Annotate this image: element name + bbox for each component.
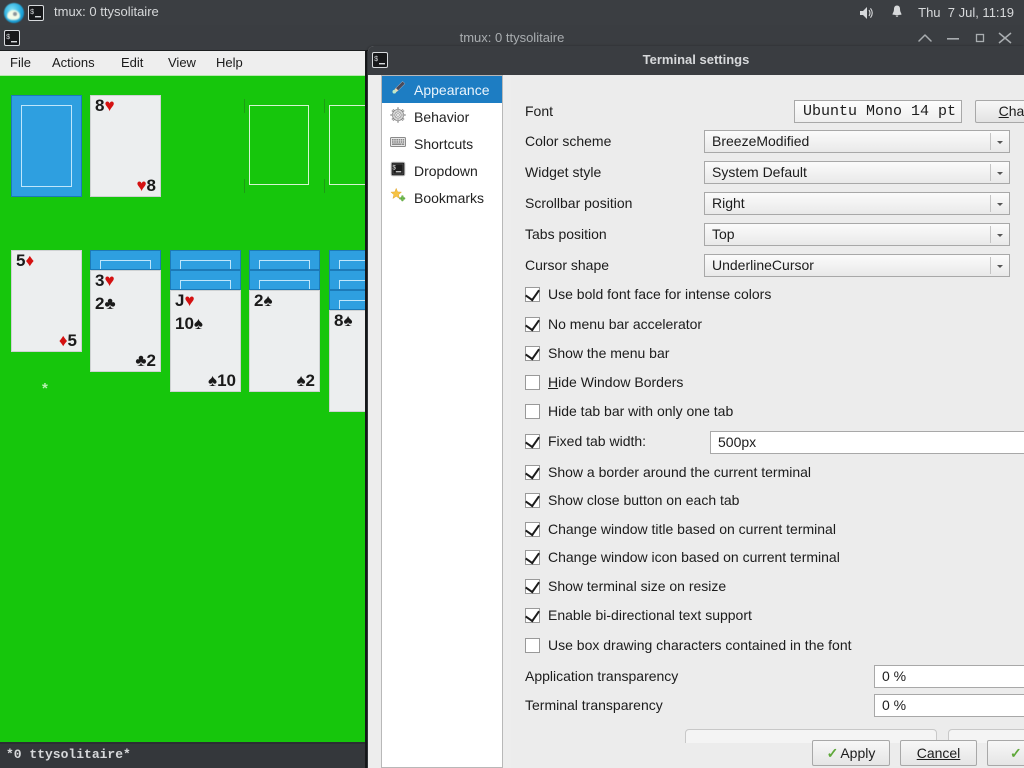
svg-text:$: $: [392, 164, 396, 171]
svg-text:$: $: [30, 9, 34, 17]
